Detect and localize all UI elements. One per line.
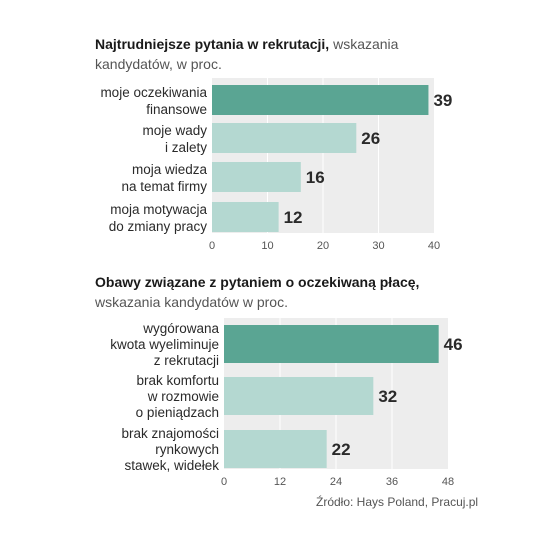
chart-2-title: Obawy związane z pytaniem o oczekiwaną p… <box>95 272 465 312</box>
chart-2-category-label: wygórowana kwota wyeliminuje z rekrutacji <box>110 321 219 368</box>
chart-1-category-label-line: moje wady <box>142 123 207 138</box>
chart-1-title-bold: Najtrudniejsze pytania w rekrutacji, <box>95 36 330 52</box>
chart-1-bar <box>212 202 279 232</box>
chart-1-tick-label: 0 <box>209 240 215 252</box>
chart-2-category-label-line: z rekrutacji <box>154 353 219 368</box>
chart-1-value-label: 16 <box>306 168 325 187</box>
chart-1-bar <box>212 162 301 192</box>
chart-1-value-label: 26 <box>361 129 380 148</box>
chart-1-bar <box>212 123 357 153</box>
chart-1-title-rest: wskazania kandydatów, w proc. <box>95 36 399 72</box>
chart-2-tick-label: 24 <box>330 476 342 488</box>
chart-2-value-label: 22 <box>332 440 351 459</box>
chart-2-tick-label: 36 <box>386 476 398 488</box>
chart-1-category-label: moja motywacja do zmiany pracy <box>109 202 208 234</box>
chart-1-category-label-line: moja wiedza <box>132 162 208 177</box>
chart-2-bar <box>224 430 327 468</box>
chart-2-category-label-line: w rozmowie <box>147 389 219 404</box>
chart-2-tick-label: 48 <box>442 476 454 488</box>
source-note: Źródło: Hays Poland, Pracuj.pl <box>316 495 479 509</box>
chart-1-tick-label: 20 <box>317 240 329 252</box>
chart-1-title: Najtrudniejsze pytania w rekrutacji, wsk… <box>95 34 465 74</box>
chart-1-category-label-line: moje oczekiwania <box>100 85 207 100</box>
chart-2-bar <box>224 377 374 415</box>
chart-1-category-label-line: finansowe <box>146 102 207 117</box>
chart-2-title-rest: wskazania kandydatów w proc. <box>95 294 288 310</box>
chart-1-bar <box>212 85 429 115</box>
chart-1-category-label-line: do zmiany pracy <box>109 219 208 234</box>
chart-2-tick-label: 12 <box>274 476 286 488</box>
chart-2-category-label-line: rynkowych <box>155 442 219 457</box>
chart-2-tick-label: 0 <box>221 476 227 488</box>
chart-1-tick-label: 40 <box>428 240 440 252</box>
chart-2-category-label: brak komfortu w rozmowie o pieniądzach <box>136 373 219 420</box>
chart-1-value-label: 39 <box>433 91 452 110</box>
chart-1-category-label: moje oczekiwania finansowe <box>100 85 207 117</box>
chart-1-category-label: moja wiedza na temat firmy <box>121 162 207 194</box>
chart-2-category-label-line: stawek, widełek <box>124 458 219 473</box>
chart-1-category-label: moje wady i zalety <box>142 123 207 155</box>
chart-2-bar <box>224 325 439 363</box>
chart-2-category-label-line: brak znajomości <box>121 426 219 441</box>
chart-1-tick-label: 10 <box>261 240 273 252</box>
chart-1-category-label-line: na temat firmy <box>121 179 207 194</box>
chart-2-value-label: 46 <box>444 335 463 354</box>
chart-1-value-label: 12 <box>284 208 303 227</box>
chart-2-category-label-line: o pieniądzach <box>136 405 219 420</box>
chart-2-value-label: 32 <box>378 387 397 406</box>
chart-1-category-label-line: i zalety <box>165 140 207 155</box>
chart-2-category-label-line: brak komfortu <box>136 373 219 388</box>
chart-2-category-label-line: kwota wyeliminuje <box>110 337 219 352</box>
chart-2-category-label-line: wygórowana <box>142 321 219 336</box>
chart-2-category-label: brak znajomości rynkowych stawek, widełek <box>121 426 219 473</box>
chart-1-tick-label: 30 <box>372 240 384 252</box>
chart-1-category-label-line: moja motywacja <box>110 202 207 217</box>
chart-2-title-bold: Obawy związane z pytaniem o oczekiwaną p… <box>95 274 420 290</box>
